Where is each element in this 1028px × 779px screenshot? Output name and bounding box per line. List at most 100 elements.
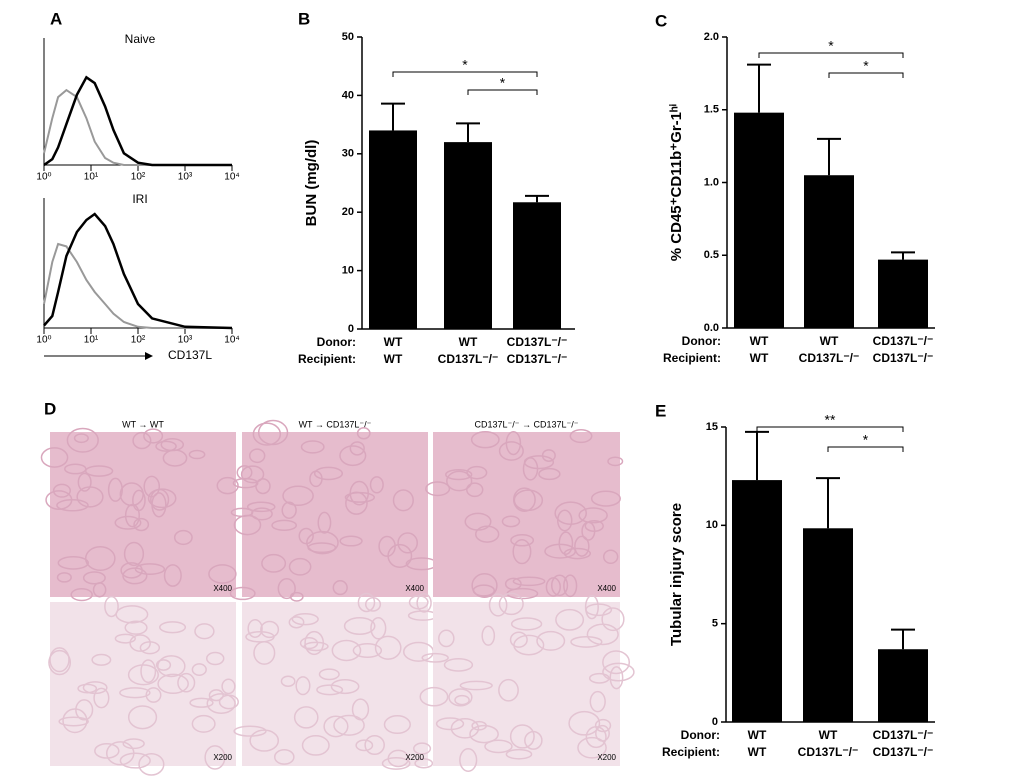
tissue-texture (509, 631, 528, 648)
x-tick-label: 10³ (178, 172, 193, 183)
tissue-texture (271, 519, 298, 532)
tissue-texture (75, 699, 94, 721)
tissue-texture (216, 476, 239, 495)
tissue-texture (524, 730, 543, 750)
y-tick-label: 50 (342, 31, 354, 43)
tissue-texture (194, 623, 215, 640)
category-label: CD137L⁻/⁻ (507, 335, 568, 349)
tissue-texture (419, 686, 449, 707)
tissue-texture (191, 663, 207, 677)
tissue-texture (56, 499, 89, 512)
tissue-texture (129, 634, 151, 652)
column-label: WT → WT (122, 419, 164, 429)
panel-letter: E (655, 401, 666, 420)
tissue-texture (555, 608, 585, 631)
tissue-texture (466, 482, 484, 498)
category-label: WT (819, 728, 838, 742)
tissue-texture (581, 521, 596, 541)
y-tick-label: 5 (712, 618, 718, 630)
tissue-texture (416, 592, 432, 613)
tissue-texture (318, 668, 340, 681)
significance-label: * (828, 38, 834, 54)
y-tick-label: 10 (342, 265, 354, 277)
histology-image (242, 602, 428, 766)
tissue-texture (58, 716, 89, 727)
tissue-texture (119, 687, 151, 699)
tissue-texture (464, 512, 492, 531)
tissue-texture (240, 465, 265, 484)
magnification-label: X400 (597, 584, 616, 593)
panel-letter: D (44, 399, 56, 418)
tissue-texture (413, 742, 432, 755)
tissue-texture (570, 635, 603, 648)
tissue-texture (538, 467, 561, 481)
tissue-texture (550, 574, 569, 597)
tissue-texture (484, 739, 513, 754)
tissue-texture (48, 649, 72, 676)
tissue-texture (438, 629, 455, 648)
category-label: WT (820, 334, 839, 348)
tissue-texture (124, 620, 148, 635)
tissue-texture (145, 687, 162, 703)
tissue-texture (127, 664, 159, 686)
significance-bracket (828, 72, 904, 78)
tissue-texture (381, 757, 411, 770)
tissue-texture (374, 635, 402, 660)
tissue-texture (206, 693, 236, 714)
tissue-texture (333, 714, 365, 736)
tissue-texture (472, 584, 496, 597)
tissue-texture (588, 672, 610, 684)
y-tick-label: 10 (706, 519, 718, 531)
tissue-texture (132, 489, 146, 512)
x-tick-label: 10⁴ (224, 172, 239, 183)
tissue-texture (488, 593, 508, 617)
tissue-texture (601, 607, 625, 632)
x-tick-label: 10¹ (84, 335, 99, 346)
tissue-texture (512, 538, 532, 565)
tissue-texture (357, 592, 376, 613)
histology-image (433, 432, 620, 597)
tissue-texture (293, 706, 319, 729)
tissue-texture (233, 725, 267, 737)
tissue-texture (127, 705, 158, 730)
y-tick-label: 2.0 (704, 31, 719, 43)
x-tick-label: 10¹ (84, 172, 99, 183)
magnification-label: X200 (405, 753, 424, 762)
tissue-texture (252, 422, 282, 446)
tissue-texture (191, 714, 216, 733)
row-label: Recipient: (662, 745, 720, 759)
tissue-texture (522, 457, 539, 481)
tissue-texture (157, 655, 186, 678)
bar (803, 528, 853, 722)
magnification-label: X400 (213, 584, 232, 593)
tissue-texture (204, 745, 226, 770)
tissue-texture (586, 623, 619, 646)
tissue-texture (498, 592, 524, 616)
row-label: Donor: (681, 728, 720, 742)
category-label: WT (750, 334, 769, 348)
tissue-texture (155, 659, 172, 671)
category-label: CD137L⁻/⁻ (798, 745, 859, 759)
tissue-texture (498, 441, 524, 461)
tissue-texture (589, 690, 606, 713)
tissue-texture (177, 672, 196, 693)
tissue-texture (510, 534, 535, 547)
tissue-texture (107, 477, 123, 502)
tissue-texture (162, 449, 188, 467)
tissue-texture (554, 501, 587, 525)
tissue-texture (509, 724, 535, 749)
tissue-texture (445, 468, 473, 481)
tissue-texture (84, 465, 114, 477)
row-label: Recipient: (298, 352, 356, 366)
significance-label: ** (825, 412, 836, 428)
plot-title: Naive (125, 32, 156, 46)
tissue-texture (94, 742, 120, 759)
magnification-label: X400 (405, 584, 424, 593)
tissue-texture (607, 456, 624, 467)
tissue-texture (512, 487, 536, 512)
category-label: CD137L⁻/⁻ (873, 351, 934, 365)
tissue-texture (250, 507, 273, 521)
x-tick-label: 10⁰ (36, 172, 51, 183)
significance-bracket (756, 426, 904, 432)
row-label: Donor: (682, 334, 721, 348)
